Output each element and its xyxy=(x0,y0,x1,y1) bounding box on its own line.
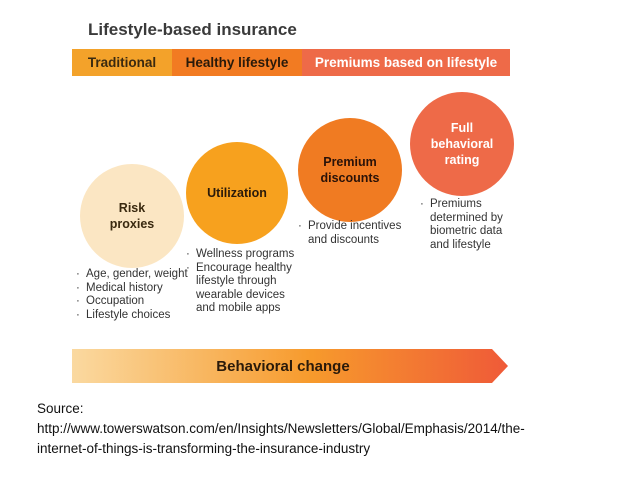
stage-label: Risk proxies xyxy=(109,201,155,231)
bullet-item: Medical history xyxy=(76,282,188,296)
behavioral-change-arrow xyxy=(72,349,508,383)
stage-label: Full behavioral rating xyxy=(430,121,494,167)
source-heading: Source: xyxy=(37,401,84,416)
diagram-title: Lifestyle-based insurance xyxy=(88,20,297,39)
banner-premiums-based-on-lifestyle: Premiums based on lifestyle xyxy=(302,49,510,76)
stage-bullets-premium-discounts: Provide incentives and discounts xyxy=(298,220,410,247)
stage-bullets-utilization: Wellness programs Encourage healthy life… xyxy=(186,248,304,316)
stage-circle-premium-discounts: Premium discounts xyxy=(298,118,402,222)
bullet-item: Wellness programs xyxy=(186,248,304,262)
source-citation: Source: http://www.towerswatson.com/en/I… xyxy=(37,399,617,459)
stage-circle-risk-proxies: Risk proxies xyxy=(80,164,184,268)
bullet-item: Occupation xyxy=(76,295,188,309)
arrow-label: Behavioral change xyxy=(216,357,350,375)
bullet-item: Encourage healthy lifestyle through wear… xyxy=(186,262,304,316)
bullet-item: Lifestyle choices xyxy=(76,309,188,323)
stage-circle-utilization: Utilization xyxy=(186,142,288,244)
bullet-item: Age, gender, weight xyxy=(76,268,188,282)
stage-label: Premium discounts xyxy=(320,155,380,185)
stage-bullets-risk-proxies: Age, gender, weight Medical history Occu… xyxy=(76,268,188,322)
banner-healthy-lifestyle: Healthy lifestyle xyxy=(172,49,302,76)
source-url-line-2: internet-of-things-is-transforming-the-i… xyxy=(37,441,371,456)
stage-circle-full-behavioral-rating: Full behavioral rating xyxy=(410,92,514,196)
bullet-item: Provide incentives and discounts xyxy=(298,220,410,247)
arrow-shape xyxy=(72,349,508,383)
stage-bullets-full-behavioral-rating: Premiums determined by biometric data an… xyxy=(420,198,516,252)
banner-traditional: Traditional xyxy=(72,49,172,76)
stage-label: Utilization xyxy=(207,186,267,200)
source-url-line-1: http://www.towerswatson.com/en/Insights/… xyxy=(37,421,525,436)
bullet-item: Premiums determined by biometric data an… xyxy=(420,198,516,252)
